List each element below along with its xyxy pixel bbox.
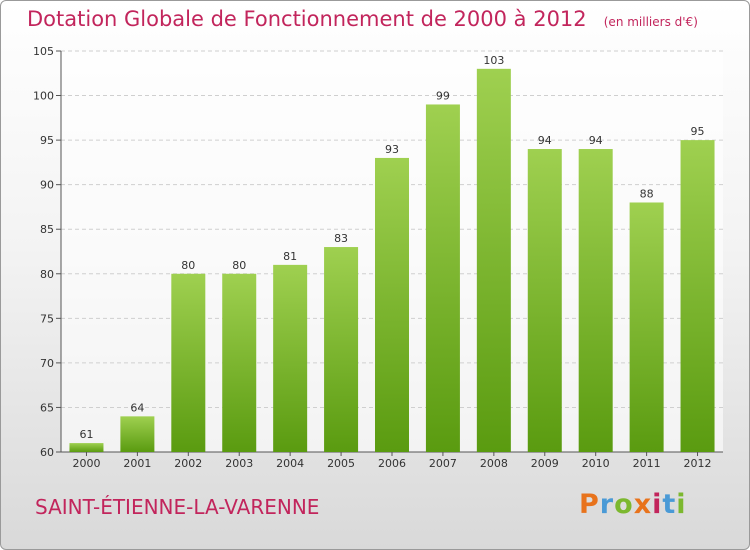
- x-tick-label: 2000: [72, 457, 100, 470]
- bar: [273, 264, 308, 452]
- y-tick-label: 95: [40, 134, 54, 147]
- x-tick-label: 2002: [174, 457, 202, 470]
- x-tick-label: 2008: [480, 457, 508, 470]
- x-tick-label: 2005: [327, 457, 355, 470]
- chart-unit: (en milliers d'€): [603, 15, 698, 29]
- x-tick-label: 2001: [123, 457, 151, 470]
- data-label: 61: [79, 428, 93, 441]
- logo-letter: x: [633, 489, 653, 520]
- x-tick-label: 2012: [684, 457, 712, 470]
- data-label: 94: [538, 134, 552, 147]
- y-tick-label: 100: [33, 90, 54, 103]
- x-tick-label: 2007: [429, 457, 457, 470]
- chart-title: Dotation Globale de Fonctionnement de 20…: [27, 7, 698, 31]
- logo-letter: o: [614, 489, 634, 520]
- bar: [629, 202, 664, 452]
- logo-letter: i: [652, 489, 663, 520]
- y-tick-label: 90: [40, 179, 54, 192]
- x-tick-label: 2004: [276, 457, 304, 470]
- x-tick-label: 2009: [531, 457, 559, 470]
- y-tick-label: 105: [33, 45, 54, 58]
- logo-letter: P: [579, 489, 600, 520]
- bar: [578, 149, 613, 452]
- x-tick-label: 2010: [582, 457, 610, 470]
- data-label: 81: [283, 250, 297, 263]
- data-label: 80: [181, 259, 195, 272]
- proxiti-logo: Proxiti: [579, 489, 687, 520]
- bar: [120, 416, 155, 452]
- data-label: 83: [334, 232, 348, 245]
- y-tick-label: 85: [40, 223, 54, 236]
- data-label: 103: [483, 54, 504, 67]
- bar: [222, 273, 257, 452]
- data-label: 93: [385, 143, 399, 156]
- commune-name: SAINT-ÉTIENNE-LA-VARENNE: [35, 495, 320, 519]
- bar: [375, 157, 409, 452]
- y-tick-label: 80: [40, 268, 54, 281]
- bar: [476, 68, 511, 453]
- data-label: 64: [130, 401, 144, 414]
- data-label: 95: [691, 125, 705, 138]
- y-tick-label: 60: [40, 446, 54, 459]
- bar: [425, 104, 460, 452]
- data-label: 94: [589, 134, 603, 147]
- x-tick-label: 2003: [225, 457, 253, 470]
- y-tick-label: 65: [40, 401, 54, 414]
- data-label: 80: [232, 259, 246, 272]
- data-label: 88: [640, 187, 654, 200]
- y-tick-label: 75: [40, 312, 54, 325]
- y-tick-label: 70: [40, 357, 54, 370]
- bar: [680, 140, 715, 452]
- bar: [527, 149, 562, 452]
- x-tick-label: 2006: [378, 457, 406, 470]
- chart-title-main: Dotation Globale de Fonctionnement de 20…: [27, 7, 587, 31]
- logo-letter: i: [676, 489, 687, 520]
- bar: [324, 247, 359, 452]
- bar: [171, 273, 206, 452]
- data-label: 99: [436, 89, 450, 102]
- logo-letter: t: [662, 489, 677, 520]
- bar: [69, 443, 104, 452]
- x-tick-label: 2011: [633, 457, 661, 470]
- logo-letter: r: [599, 489, 615, 520]
